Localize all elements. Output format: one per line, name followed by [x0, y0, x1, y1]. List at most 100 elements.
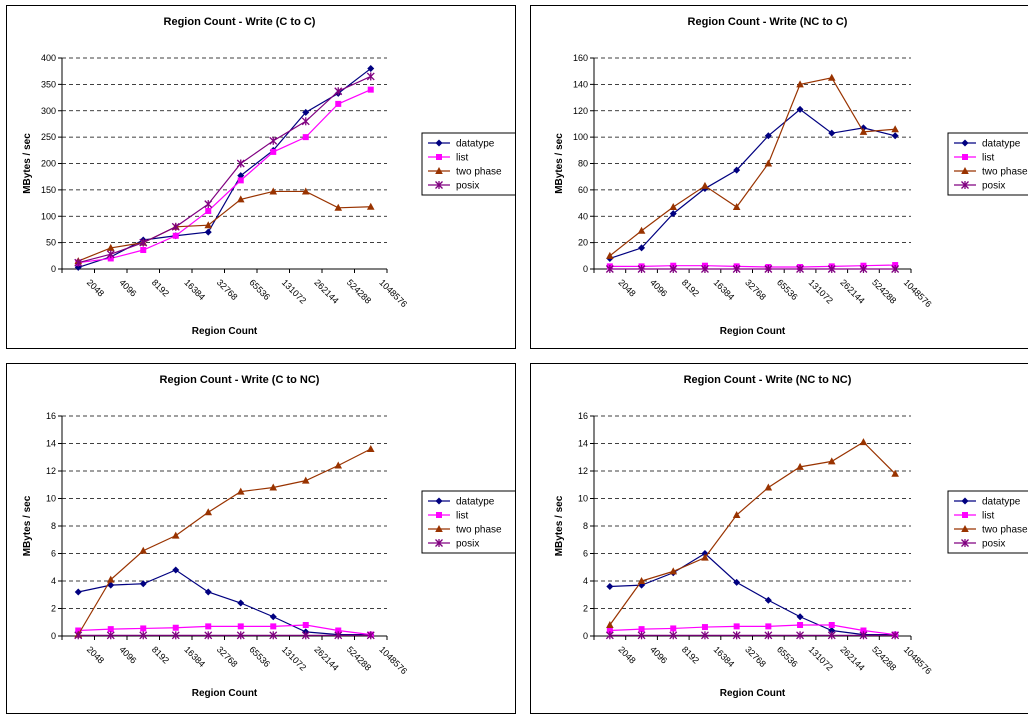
- x-tick-label: 2048: [85, 277, 106, 298]
- data-point: [204, 228, 212, 236]
- y-tick-label: 10: [46, 494, 56, 504]
- data-point: [106, 250, 115, 259]
- y-tick-label: 4: [583, 576, 588, 586]
- data-point: [204, 631, 213, 640]
- series-line: [609, 552, 896, 636]
- data-point: [74, 631, 83, 640]
- data-point: [764, 596, 772, 604]
- data-point: [669, 631, 678, 640]
- x-tick-label: 16384: [182, 644, 207, 669]
- data-point: [236, 159, 245, 168]
- data-point: [828, 622, 835, 628]
- legend: datatype list two phase posix: [947, 132, 1028, 196]
- x-tick-label: 524288: [345, 277, 373, 305]
- x-tick-label: 4096: [648, 277, 669, 298]
- data-point: [891, 132, 899, 140]
- legend-item: list: [954, 153, 994, 164]
- legend-label: two phase: [456, 525, 502, 536]
- data-point: [859, 127, 868, 135]
- data-point: [171, 631, 180, 640]
- data-point: [139, 238, 148, 247]
- x-tick-label: 131072: [280, 644, 308, 672]
- data-point: [827, 631, 836, 640]
- data-point: [301, 117, 310, 126]
- legend-label: posix: [456, 539, 479, 550]
- x-tick-label: 32768: [743, 644, 768, 669]
- chart-title: Region Count - Write (C to NC): [160, 374, 320, 386]
- data-point: [606, 621, 614, 628]
- legend-item: list: [428, 153, 468, 164]
- series-posix: [605, 631, 900, 640]
- x-tick-label: 1048576: [377, 277, 409, 309]
- x-tick-label: 262144: [312, 644, 340, 672]
- legend-marker: [435, 167, 443, 174]
- legend-marker: [435, 525, 443, 532]
- y-tick-label: 150: [41, 185, 56, 195]
- y-axis-label: MBytes / sec: [22, 133, 33, 194]
- y-tick-label: 6: [583, 549, 588, 559]
- legend-item: two phase: [428, 167, 502, 178]
- data-point: [669, 210, 677, 218]
- data-point: [204, 200, 213, 209]
- x-tick-label: 16384: [712, 277, 737, 302]
- y-tick-label: 12: [46, 466, 56, 476]
- data-point: [669, 265, 678, 273]
- y-tick-label: 40: [578, 211, 588, 221]
- x-tick-label: 131072: [807, 644, 835, 672]
- series-line: [78, 68, 372, 268]
- x-tick-label: 262144: [838, 644, 866, 672]
- x-tick-label: 32768: [743, 277, 768, 302]
- x-tick-label: 65536: [247, 644, 272, 669]
- data-point: [606, 627, 613, 634]
- data-point: [334, 87, 343, 96]
- chart-title: Region Count - Write (C to C): [164, 16, 316, 28]
- x-tick-label: 8192: [680, 277, 701, 298]
- data-point: [269, 187, 278, 195]
- data-point: [701, 550, 709, 557]
- data-point: [732, 631, 741, 640]
- data-point: [859, 631, 868, 640]
- data-point: [827, 457, 836, 465]
- legend-marker: [435, 497, 443, 505]
- legend-label: list: [456, 511, 468, 522]
- series-line: [78, 569, 371, 636]
- data-point: [891, 469, 899, 477]
- data-point: [764, 483, 773, 491]
- x-tick-label: 1048576: [377, 644, 409, 676]
- legend-item: two phase: [954, 525, 1028, 536]
- legend-marker: [436, 154, 442, 160]
- data-point: [269, 631, 278, 640]
- x-axis-label: Region Count: [192, 326, 258, 337]
- y-tick-label: 120: [573, 106, 588, 116]
- y-tick-label: 0: [51, 631, 56, 641]
- data-point: [796, 265, 805, 273]
- y-tick-label: 300: [41, 106, 56, 116]
- data-point: [75, 627, 82, 634]
- data-point: [764, 265, 773, 273]
- data-point: [236, 487, 245, 495]
- data-point: [765, 623, 772, 630]
- data-point: [637, 631, 646, 640]
- data-point: [605, 631, 614, 640]
- legend: datatype list two phase posix: [421, 490, 515, 554]
- data-point: [301, 476, 310, 484]
- legend-item: datatype: [428, 497, 495, 508]
- data-point: [107, 255, 114, 262]
- legend-marker: [435, 139, 443, 147]
- data-point: [764, 159, 773, 167]
- y-tick-label: 8: [51, 521, 56, 531]
- series-line: [78, 89, 371, 264]
- data-point: [205, 207, 212, 214]
- y-tick-label: 0: [583, 631, 588, 641]
- legend-item: posix: [428, 181, 479, 192]
- legend-marker: [961, 167, 969, 174]
- data-point: [367, 65, 375, 73]
- data-point: [302, 108, 310, 116]
- y-tick-label: 400: [41, 53, 56, 63]
- data-point: [236, 195, 245, 203]
- x-tick-label: 1048576: [902, 644, 934, 676]
- series-line: [609, 624, 896, 636]
- y-tick-label: 14: [578, 439, 588, 449]
- data-point: [669, 567, 678, 575]
- x-axis-label: Region Count: [720, 326, 786, 337]
